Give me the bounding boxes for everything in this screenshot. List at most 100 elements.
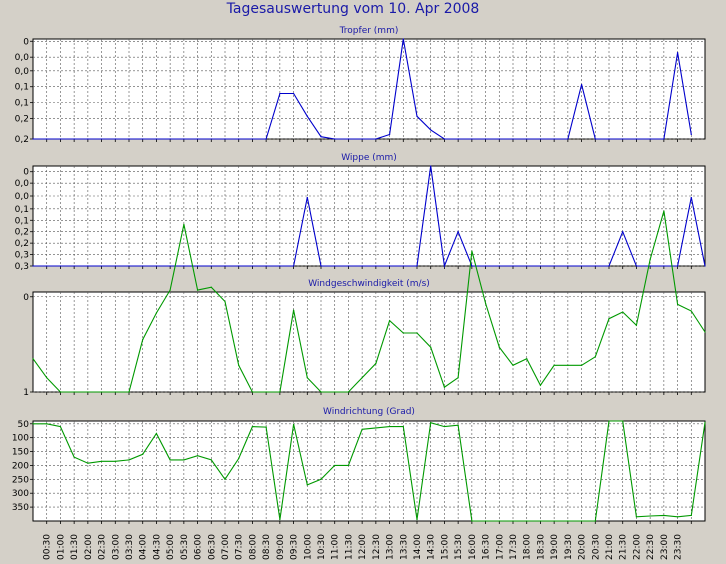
data-point bbox=[155, 432, 158, 435]
data-point bbox=[292, 423, 295, 425]
data-point bbox=[416, 115, 418, 117]
data-point bbox=[594, 265, 596, 267]
x-tick-label: 11:00 bbox=[331, 534, 341, 560]
data-point bbox=[457, 424, 459, 426]
data-point bbox=[622, 231, 624, 233]
data-point bbox=[553, 364, 555, 366]
data-point bbox=[142, 453, 144, 455]
data-point bbox=[183, 138, 185, 140]
y-tick-label: 0,2 bbox=[15, 115, 29, 125]
data-point bbox=[306, 484, 308, 486]
data-point bbox=[690, 310, 692, 312]
data-point bbox=[457, 377, 459, 379]
data-point bbox=[361, 265, 363, 267]
data-point bbox=[334, 265, 336, 267]
data-point bbox=[608, 318, 610, 320]
data-point bbox=[334, 138, 336, 140]
data-point bbox=[663, 265, 665, 267]
x-tick-label: 19:30 bbox=[564, 534, 574, 560]
x-tick-label: 18:30 bbox=[536, 534, 546, 560]
plot-area bbox=[32, 165, 706, 267]
data-point bbox=[402, 38, 404, 40]
y-tick-label: 0,2 bbox=[15, 239, 29, 249]
x-tick-label: 02:00 bbox=[84, 534, 94, 560]
data-point bbox=[251, 425, 254, 428]
x-tick-label: 23:00 bbox=[660, 534, 670, 560]
data-point bbox=[567, 265, 569, 267]
data-point bbox=[388, 425, 391, 428]
data-point bbox=[73, 456, 75, 458]
data-point bbox=[690, 196, 692, 199]
data-point bbox=[512, 364, 514, 366]
data-point bbox=[594, 138, 596, 140]
data-point bbox=[347, 391, 350, 393]
data-point bbox=[526, 520, 528, 522]
data-point bbox=[73, 265, 75, 267]
data-point bbox=[676, 265, 679, 267]
data-point bbox=[128, 138, 130, 140]
data-point bbox=[402, 265, 404, 267]
data-point bbox=[676, 303, 679, 305]
y-tick-label: 0,0 bbox=[15, 192, 30, 202]
data-point bbox=[375, 265, 377, 267]
data-point bbox=[59, 265, 62, 267]
data-point bbox=[73, 138, 75, 140]
data-point bbox=[306, 377, 308, 379]
data-point bbox=[238, 364, 240, 366]
data-point bbox=[238, 265, 240, 267]
chart-panel: Windrichtung (Grad) 50 100 150 200 250 300 350 bbox=[12, 407, 706, 524]
data-point bbox=[238, 457, 240, 460]
y-tick-label: 0,1 bbox=[15, 99, 29, 109]
series-line bbox=[33, 420, 706, 522]
data-point bbox=[471, 265, 473, 267]
data-point bbox=[292, 92, 295, 95]
data-point bbox=[155, 312, 158, 314]
data-point bbox=[46, 377, 48, 379]
x-tick-label: 13:30 bbox=[399, 534, 409, 560]
x-tick-label: 09:30 bbox=[290, 534, 300, 560]
data-point bbox=[169, 459, 171, 461]
data-point bbox=[128, 265, 130, 267]
data-point bbox=[155, 265, 158, 267]
x-tick-label: 20:30 bbox=[591, 534, 601, 560]
x-tick-label: 14:00 bbox=[413, 534, 423, 560]
data-point bbox=[196, 455, 199, 457]
data-point bbox=[196, 289, 199, 291]
data-point bbox=[553, 265, 555, 267]
data-point bbox=[183, 459, 185, 461]
data-point bbox=[100, 138, 103, 140]
x-tick-label: 01:00 bbox=[56, 534, 66, 560]
panel-title: Wippe (mm) bbox=[341, 153, 397, 163]
data-point bbox=[430, 165, 432, 167]
data-point bbox=[608, 420, 610, 422]
plot-area bbox=[32, 38, 706, 140]
data-point bbox=[388, 265, 391, 267]
x-tick-label: 21:30 bbox=[619, 534, 629, 560]
x-tick-label: 14:30 bbox=[427, 534, 437, 560]
data-point bbox=[635, 516, 638, 518]
data-point bbox=[649, 138, 651, 140]
data-point bbox=[484, 302, 487, 305]
data-point bbox=[471, 138, 473, 140]
data-point bbox=[87, 462, 89, 464]
data-point bbox=[704, 265, 706, 267]
y-tick-label: 0,2 bbox=[15, 135, 29, 145]
data-point bbox=[676, 516, 679, 518]
x-tick-label: 03:00 bbox=[111, 534, 121, 560]
data-point bbox=[100, 265, 103, 267]
chart-panel: Tropfer (mm) 0 0,0 0,0 0,1 0,1 0,2 0,2 bbox=[15, 26, 706, 145]
x-tick-label: 19:00 bbox=[550, 534, 560, 560]
data-point bbox=[224, 300, 226, 303]
data-point bbox=[608, 265, 610, 267]
x-tick-label: 15:30 bbox=[454, 534, 464, 560]
x-tick-label: 17:30 bbox=[509, 534, 519, 560]
data-point bbox=[361, 377, 363, 379]
data-point bbox=[169, 289, 171, 291]
y-tick-label: 0,0 bbox=[15, 179, 30, 189]
y-tick-label: 0,3 bbox=[15, 262, 29, 272]
x-tick-label: 00:30 bbox=[43, 534, 53, 560]
y-tick-label: 0,1 bbox=[15, 205, 29, 215]
data-point bbox=[32, 138, 34, 140]
x-tick-label: 16:30 bbox=[482, 534, 492, 560]
